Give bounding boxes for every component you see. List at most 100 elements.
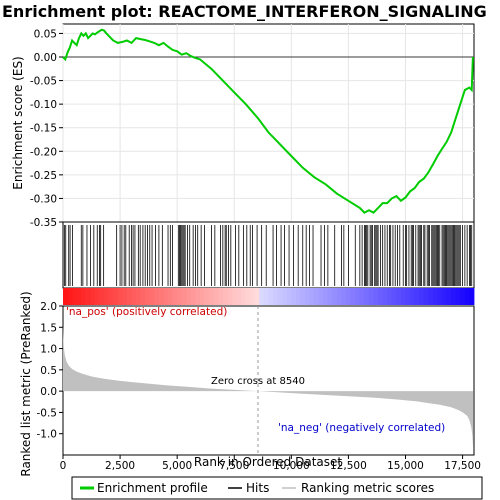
heat-bar-cell (337, 288, 342, 305)
metric-ytick-label: 1.5 (40, 322, 57, 334)
heat-bar-cell (117, 288, 123, 305)
enrichment-profile-line (62, 28, 474, 214)
heat-bar-cell (204, 288, 210, 305)
legend-metric-label: Ranking metric scores (301, 481, 434, 495)
negative-correlation-label: 'na_neg' (negatively correlated) (278, 422, 445, 434)
x-axis-label: Rank in Ordered Dataset (194, 455, 342, 469)
heat-bar-cell (410, 288, 416, 305)
heat-bar-cell (104, 288, 110, 305)
es-ytick-label: -0.10 (30, 99, 57, 111)
heat-bar-cell (190, 288, 196, 305)
metric-ytick-label: 0.5 (40, 365, 57, 377)
hits-marks (63, 225, 473, 286)
zero-cross-label: Zero cross at 8540 (211, 376, 305, 387)
heat-bar-cell (72, 288, 78, 305)
xtick-label: 17,500 (444, 460, 481, 472)
heat-bar-cell (158, 288, 164, 305)
heat-bar-cell (113, 288, 119, 305)
heat-bar-cell (154, 288, 160, 305)
heat-bar-cell (350, 288, 356, 305)
heat-bar-cell (163, 288, 169, 305)
heat-bar-cell (94, 288, 100, 305)
heat-bar-cell (168, 288, 173, 305)
heat-bar-cell (323, 288, 329, 305)
heat-bar-cell (414, 288, 420, 305)
heat-bar-cell (76, 288, 82, 305)
es-ytick-label: 0.05 (34, 28, 57, 40)
heat-bar-cell (318, 288, 324, 305)
heat-bar-cell (85, 288, 91, 305)
heat-bar-cell (131, 288, 137, 305)
heat-bar-cell (136, 288, 142, 305)
heat-bar-cell (126, 288, 132, 305)
heat-bar-cell (359, 288, 365, 305)
heat-bar-cell (222, 288, 228, 305)
heat-bar-cell (286, 288, 292, 305)
es-ytick-label: 0.00 (34, 52, 57, 64)
rank-heat-bar (63, 288, 475, 305)
heat-bar-cell (263, 288, 269, 305)
metric-ytick-label: 0.0 (40, 386, 57, 398)
heat-bar-cell (231, 288, 237, 305)
heat-bar-cell (99, 288, 105, 305)
metric-ytick-label: 1.0 (40, 344, 57, 356)
heat-bar-cell (81, 288, 87, 305)
heat-bar-cell (300, 288, 306, 305)
xtick-label: 15,000 (387, 460, 424, 472)
heat-bar-cell (346, 288, 352, 305)
heat-bar-cell (209, 288, 215, 305)
metric-y-ticks: 2.0 1.5 1.0 0.5 0.0 -0.5 -1.0 (37, 301, 63, 441)
xtick-label: 5,000 (162, 460, 192, 472)
heat-bar-cell (400, 288, 406, 305)
es-y-ticks: 0.05 0.00 -0.05 -0.10 -0.15 -0.20 -0.25 -0.30 -0… (30, 28, 63, 229)
heat-bar-cell (341, 288, 347, 305)
heat-bar-cell (309, 288, 315, 305)
heat-bar-cell (172, 288, 178, 305)
heat-bar-cell (227, 288, 233, 305)
heat-bar-cell (437, 288, 443, 305)
heat-bar-cell (149, 288, 155, 305)
heat-bar-cell (364, 288, 370, 305)
heat-bar-cell (332, 288, 338, 305)
heat-bar-cell (122, 288, 128, 305)
metric-ytick-label: 2.0 (40, 301, 57, 313)
heat-bar-cell (373, 288, 379, 305)
heat-bar-cell (295, 288, 301, 305)
heat-bar-cell (186, 288, 192, 305)
heat-bar-cell (63, 288, 68, 305)
x-ticks: 0 2,500 5,000 7,500 10,000 12,500 15,000 17,500 (60, 455, 481, 472)
heat-bar-cell (291, 288, 297, 305)
heat-bar-cell (469, 288, 475, 305)
metric-ytick-label: -1.0 (37, 429, 58, 441)
heat-bar-cell (442, 288, 447, 305)
heat-bar-cell (464, 288, 470, 305)
es-ytick-label: -0.25 (30, 170, 57, 182)
heat-bar-cell (259, 288, 265, 305)
heat-bar-cell (368, 288, 374, 305)
metric-panel-frame (62, 305, 475, 456)
xtick-label: 12,500 (330, 460, 367, 472)
heat-bar-cell (432, 288, 438, 305)
heat-bar-cell (200, 288, 205, 305)
heat-bar-cell (405, 288, 411, 305)
es-ytick-label: -0.35 (30, 217, 57, 229)
heat-bar-cell (108, 288, 114, 305)
heat-bar-cell (273, 288, 279, 305)
heat-bar-cell (140, 288, 146, 305)
legend-profile-label: Enrichment profile (97, 481, 208, 495)
heat-bar-cell (327, 288, 333, 305)
heat-bar-cell (451, 288, 457, 305)
heat-bar-cell (396, 288, 402, 305)
es-ytick-label: -0.30 (30, 193, 57, 205)
heat-bar-cell (90, 288, 96, 305)
heat-bar-cell (355, 288, 361, 305)
heat-bar-cell (177, 288, 183, 305)
es-panel-frame (62, 23, 475, 223)
legend-box (71, 476, 483, 500)
es-ytick-label: -0.20 (30, 146, 57, 158)
es-ytick-label: -0.15 (30, 123, 57, 135)
metric-ytick-label: -0.5 (37, 407, 58, 419)
heat-bar-cell (195, 288, 201, 305)
heat-bar-cell (250, 288, 256, 305)
